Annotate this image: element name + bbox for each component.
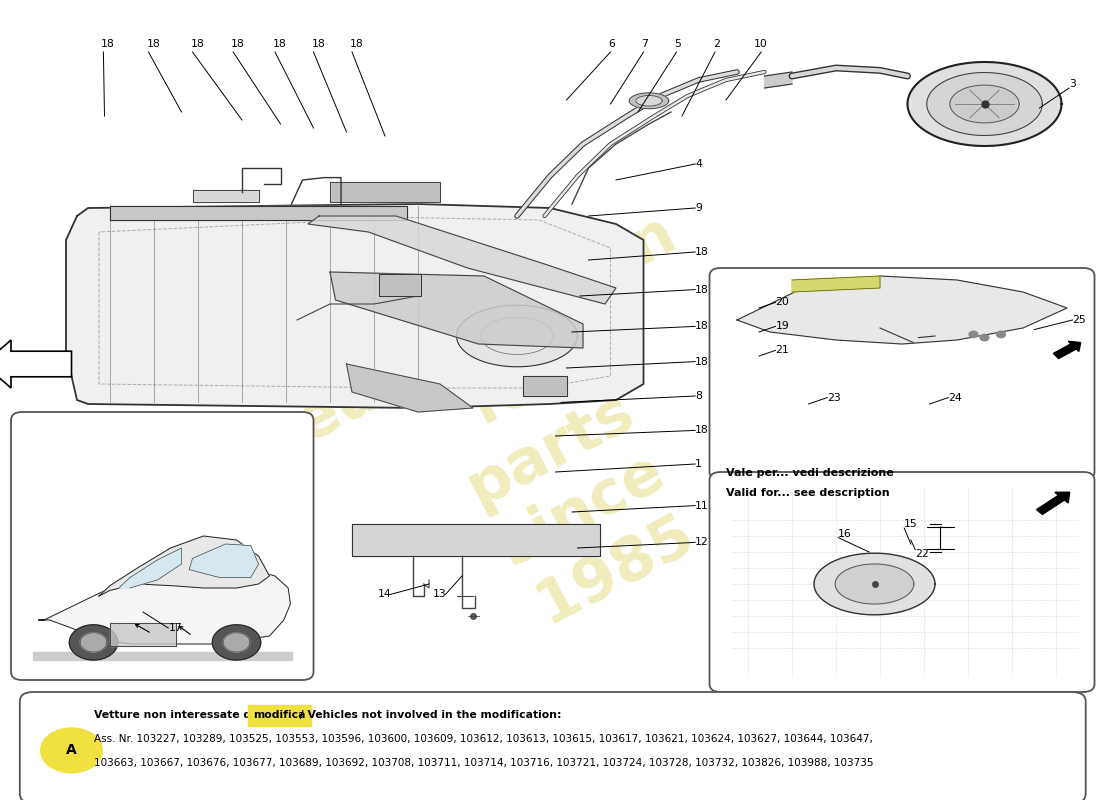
Polygon shape (39, 568, 290, 644)
Text: 19: 19 (776, 322, 790, 331)
Text: 3: 3 (1069, 79, 1076, 89)
Text: 12: 12 (695, 538, 710, 547)
Polygon shape (636, 95, 662, 106)
Polygon shape (189, 544, 258, 578)
Text: Vale per... vedi descrizione: Vale per... vedi descrizione (726, 468, 893, 478)
Text: 10: 10 (754, 39, 768, 49)
Polygon shape (80, 633, 107, 652)
Polygon shape (835, 564, 914, 604)
FancyBboxPatch shape (11, 412, 313, 680)
Text: Vetture non interessate dalla: Vetture non interessate dalla (94, 710, 276, 720)
Text: modifica: modifica (253, 710, 306, 720)
Text: 18: 18 (695, 322, 710, 331)
Polygon shape (308, 216, 616, 304)
Polygon shape (927, 73, 1043, 135)
Polygon shape (629, 93, 669, 109)
Text: 4: 4 (695, 159, 702, 169)
Polygon shape (908, 62, 1062, 146)
Text: 14: 14 (377, 590, 392, 599)
Polygon shape (792, 276, 880, 292)
Text: 18: 18 (695, 285, 710, 294)
Text: 6: 6 (608, 39, 615, 49)
Text: 18: 18 (101, 39, 114, 49)
Polygon shape (330, 272, 583, 348)
Text: / Vehicles not involved in the modification:: / Vehicles not involved in the modificat… (296, 710, 561, 720)
Text: 16: 16 (838, 530, 853, 539)
Text: 2: 2 (713, 39, 719, 49)
FancyBboxPatch shape (20, 692, 1086, 800)
Polygon shape (522, 376, 566, 396)
Text: 18: 18 (350, 39, 363, 49)
Text: 11: 11 (695, 501, 710, 510)
Text: 7: 7 (641, 39, 648, 49)
Text: europàssion
for
parts
since
1985: europàssion for parts since 1985 (286, 202, 814, 694)
Text: 18: 18 (695, 357, 710, 366)
Polygon shape (456, 306, 578, 366)
Polygon shape (66, 204, 643, 408)
Polygon shape (69, 625, 118, 660)
Text: 8: 8 (695, 391, 702, 401)
Polygon shape (212, 625, 261, 660)
Polygon shape (379, 274, 421, 296)
Text: 18: 18 (146, 39, 161, 49)
Text: 23: 23 (827, 393, 842, 402)
Circle shape (997, 331, 1005, 338)
FancyArrow shape (1036, 492, 1069, 514)
Text: 17: 17 (168, 623, 182, 633)
Circle shape (980, 334, 989, 341)
Polygon shape (110, 206, 407, 220)
Text: 5: 5 (674, 39, 681, 49)
Text: Ass. Nr. 103227, 103289, 103525, 103553, 103596, 103600, 103609, 103612, 103613,: Ass. Nr. 103227, 103289, 103525, 103553,… (94, 734, 872, 744)
Text: 18: 18 (695, 247, 710, 257)
Polygon shape (950, 85, 1019, 123)
Text: 25: 25 (1072, 315, 1087, 325)
Text: 9: 9 (695, 203, 702, 213)
Text: 18: 18 (273, 39, 286, 49)
Polygon shape (737, 276, 1067, 344)
Polygon shape (330, 182, 440, 202)
Text: 18: 18 (311, 39, 326, 49)
FancyBboxPatch shape (710, 472, 1094, 692)
Text: 13: 13 (432, 590, 447, 599)
Polygon shape (352, 524, 600, 556)
FancyArrow shape (1054, 342, 1080, 358)
Polygon shape (99, 536, 270, 596)
Polygon shape (223, 633, 250, 652)
Polygon shape (192, 190, 258, 202)
Text: A: A (66, 743, 77, 758)
Text: 15: 15 (904, 519, 917, 529)
Text: 18: 18 (190, 39, 204, 49)
Text: Valid for... see description: Valid for... see description (726, 488, 890, 498)
Polygon shape (346, 364, 473, 412)
Text: 1: 1 (695, 459, 702, 469)
Text: 22: 22 (915, 549, 928, 558)
Text: 21: 21 (776, 346, 790, 355)
Circle shape (969, 331, 978, 338)
Text: 103663, 103667, 103676, 103677, 103689, 103692, 103708, 103711, 103714, 103716, : 103663, 103667, 103676, 103677, 103689, … (94, 758, 873, 768)
Circle shape (41, 728, 102, 773)
FancyBboxPatch shape (710, 268, 1094, 480)
Text: 20: 20 (776, 298, 790, 307)
Text: 24: 24 (948, 393, 961, 402)
Polygon shape (110, 623, 176, 646)
Polygon shape (814, 554, 935, 614)
Text: 18: 18 (695, 426, 710, 435)
Polygon shape (764, 72, 792, 88)
FancyArrow shape (0, 340, 72, 388)
Text: 18: 18 (231, 39, 244, 49)
Polygon shape (119, 548, 182, 588)
